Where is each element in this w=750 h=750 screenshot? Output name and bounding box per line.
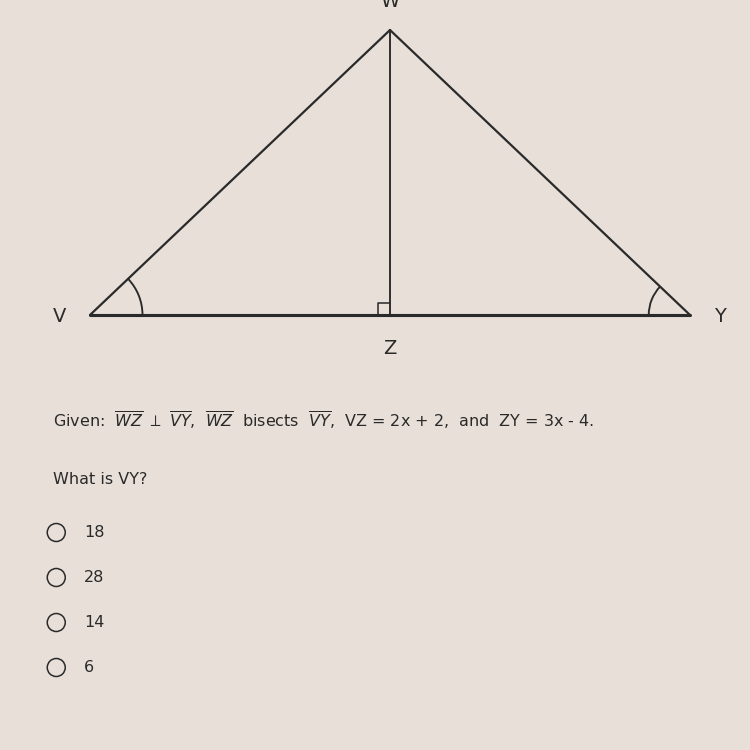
Text: 14: 14 xyxy=(84,615,104,630)
Text: 28: 28 xyxy=(84,570,104,585)
Text: Y: Y xyxy=(714,307,726,326)
Text: What is VY?: What is VY? xyxy=(53,472,147,488)
Text: Z: Z xyxy=(383,339,397,358)
Text: Given:  $\overline{WZ}$ $\perp$ $\overline{VY}$,  $\overline{WZ}$  bisects  $\ov: Given: $\overline{WZ}$ $\perp$ $\overlin… xyxy=(53,409,594,431)
Text: V: V xyxy=(53,307,67,326)
Text: 6: 6 xyxy=(84,660,94,675)
Text: 18: 18 xyxy=(84,525,104,540)
Text: W: W xyxy=(380,0,400,11)
